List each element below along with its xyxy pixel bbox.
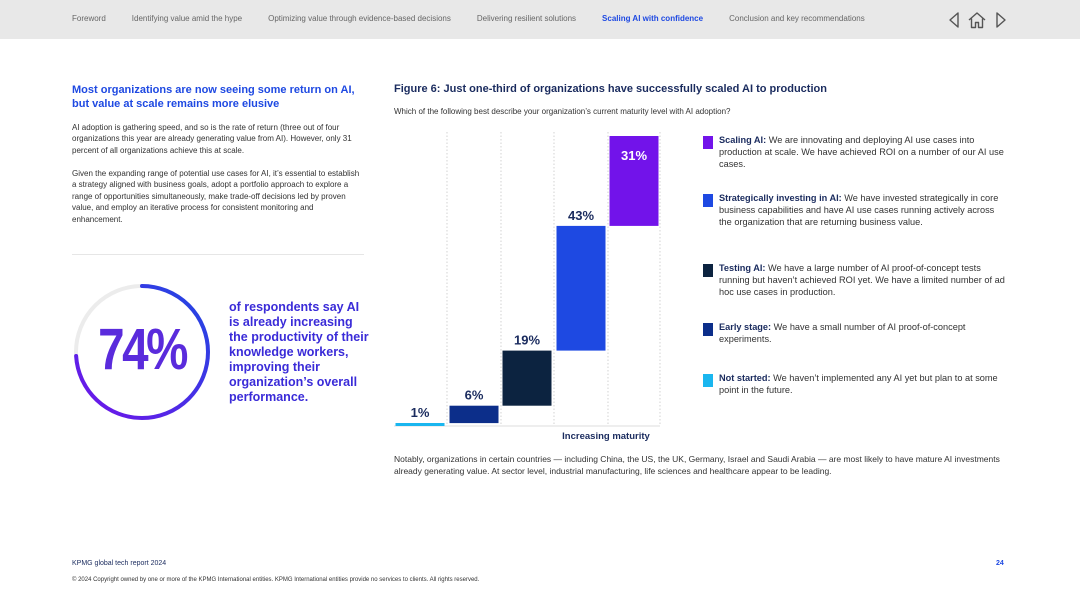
chart-data-label: 1% [411,405,430,420]
chart-bar-scaling-ai [609,136,659,226]
legend-swatch-strategically-investing [703,194,713,207]
legend-name: Testing AI: [719,263,766,273]
chart-bar-early-stage [449,405,499,424]
legend-name: Scaling AI: [719,135,767,145]
legend-item-scaling-ai: Scaling AI: We are innovating and deploy… [703,134,1008,171]
page-number: 24 [996,560,1004,567]
legend-name: Not started: [719,373,771,383]
chart-data-label: 31% [621,148,647,163]
nav-items: Foreword Identifying value amid the hype… [72,14,891,23]
figure-note: Notably, organizations in certain countr… [394,454,1000,476]
strategy-paragraph: Given the expanding range of potential u… [72,169,360,224]
next-page-icon[interactable] [993,11,1009,29]
stat-percentage: 74% [98,317,188,382]
nav-resilient-solutions[interactable]: Delivering resilient solutions [476,14,577,23]
chart-bar-strategically-investing-in-ai [556,225,606,351]
stat-ring-progress [74,284,210,420]
footer-report-title: KPMG global tech report 2024 [72,560,167,567]
legend-text: We have a large number of AI proof-of-co… [719,263,1005,298]
legend-swatch-not-started [703,374,713,387]
nav-scaling-ai[interactable]: Scaling AI with confidence [602,14,704,23]
legend-text: We have a small number of AI proof-of-co… [719,322,966,345]
nav-conclusion[interactable]: Conclusion and key recommendations [729,14,865,23]
legend-swatch-testing-ai [703,264,713,277]
stat-ring [74,284,210,420]
legend-swatch-early-stage [703,323,713,336]
chart-bar-not-started [395,423,445,426]
legend-item-not-started: Not started: We haven’t implemented any … [703,372,1008,396]
top-navigation: Foreword Identifying value amid the hype… [0,0,1080,39]
copyright-notice: © 2024 Copyright owned by one or more of… [72,577,480,583]
nav-foreword[interactable]: Foreword [72,14,106,23]
intro-paragraph: AI adoption is gathering speed, and so i… [72,123,352,155]
stat-description: of respondents say AI is already increas… [229,300,369,404]
legend-item-early-stage: Early stage: We have a small number of A… [703,321,1008,345]
chart-data-label: 6% [465,388,484,403]
nav-optimizing-value[interactable]: Optimizing value through evidence-based … [268,14,451,23]
legend-item-strategically-investing: Strategically investing in AI: We have i… [703,192,1008,229]
previous-page-icon[interactable] [946,11,962,29]
home-icon[interactable] [966,11,988,29]
section-heading: Most organizations are now seeing some r… [72,84,355,110]
chart-data-label: 43% [568,208,594,223]
legend-text: We have invested strategically in core b… [719,193,999,228]
legend-text: We are innovating and deploying AI use c… [719,135,1004,170]
legend-name: Strategically investing in AI: [719,193,842,203]
figure-title: Figure 6: Just one-third of organization… [394,83,827,95]
chart-x-axis-label: Increasing maturity [562,431,650,442]
legend-name: Early stage: [719,322,772,332]
chart-data-label: 19% [514,333,540,348]
nav-identifying-value[interactable]: Identifying value amid the hype [131,14,243,23]
legend-item-testing-ai: Testing AI: We have a large number of AI… [703,262,1008,299]
section-divider [72,254,364,255]
figure-subtitle: Which of the following best describe you… [394,107,731,116]
legend-text: We haven’t implemented any AI yet but pl… [719,373,998,396]
legend-swatch-scaling-ai [703,136,713,149]
chart-bar-testing-ai [502,350,552,406]
maturity-waterfall-chart: 1% 6% 19% 43% 31% Increasing maturity [394,132,661,442]
